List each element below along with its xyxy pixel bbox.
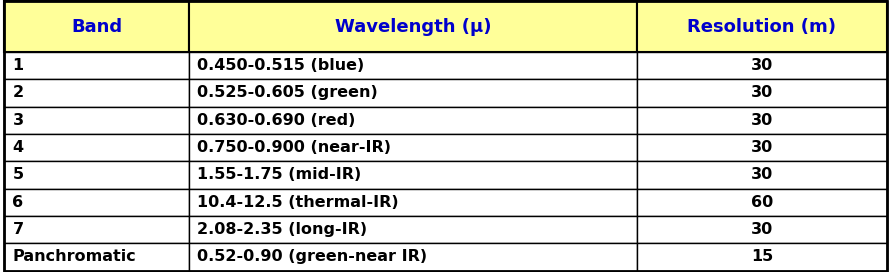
Bar: [189, 1, 637, 52]
Text: 7: 7: [12, 222, 23, 237]
Bar: [4, 189, 189, 216]
Text: 0.450-0.515 (blue): 0.450-0.515 (blue): [197, 58, 364, 73]
Bar: [189, 134, 637, 161]
Text: 0.630-0.690 (red): 0.630-0.690 (red): [197, 113, 356, 128]
Text: 30: 30: [751, 58, 773, 73]
Text: 1: 1: [12, 58, 23, 73]
Bar: [637, 189, 887, 216]
Bar: [637, 107, 887, 134]
Text: 30: 30: [751, 113, 773, 128]
Bar: [189, 79, 637, 107]
Text: 0.525-0.605 (green): 0.525-0.605 (green): [197, 85, 378, 100]
Bar: [4, 161, 189, 189]
Bar: [637, 52, 887, 79]
Text: 30: 30: [751, 85, 773, 100]
Text: Wavelength (μ): Wavelength (μ): [335, 18, 491, 36]
Bar: [189, 107, 637, 134]
Bar: [637, 216, 887, 243]
Bar: [189, 216, 637, 243]
Text: 15: 15: [751, 249, 773, 264]
Text: 2: 2: [12, 85, 23, 100]
Text: 1.55-1.75 (mid-IR): 1.55-1.75 (mid-IR): [197, 168, 361, 183]
Bar: [189, 52, 637, 79]
Text: 0.750-0.900 (near-IR): 0.750-0.900 (near-IR): [197, 140, 391, 155]
Bar: [637, 79, 887, 107]
Text: 30: 30: [751, 140, 773, 155]
Text: Resolution (m): Resolution (m): [688, 18, 837, 36]
Bar: [4, 134, 189, 161]
Text: 6: 6: [12, 195, 23, 210]
Text: 2.08-2.35 (long-IR): 2.08-2.35 (long-IR): [197, 222, 367, 237]
Bar: [637, 1, 887, 52]
Bar: [189, 189, 637, 216]
Text: 60: 60: [751, 195, 773, 210]
Bar: [4, 216, 189, 243]
Text: 30: 30: [751, 222, 773, 237]
Text: 10.4-12.5 (thermal-IR): 10.4-12.5 (thermal-IR): [197, 195, 398, 210]
Text: 0.52-0.90 (green-near IR): 0.52-0.90 (green-near IR): [197, 249, 427, 264]
Bar: [4, 107, 189, 134]
Bar: [4, 52, 189, 79]
Bar: [4, 79, 189, 107]
Bar: [637, 243, 887, 271]
Bar: [189, 243, 637, 271]
Text: Band: Band: [71, 18, 122, 36]
Bar: [637, 161, 887, 189]
Text: 4: 4: [12, 140, 23, 155]
Bar: [4, 243, 189, 271]
Bar: [189, 161, 637, 189]
Bar: [637, 134, 887, 161]
Text: Panchromatic: Panchromatic: [12, 249, 136, 264]
Text: 30: 30: [751, 168, 773, 183]
Text: 3: 3: [12, 113, 23, 128]
Bar: [4, 1, 189, 52]
Text: 5: 5: [12, 168, 23, 183]
